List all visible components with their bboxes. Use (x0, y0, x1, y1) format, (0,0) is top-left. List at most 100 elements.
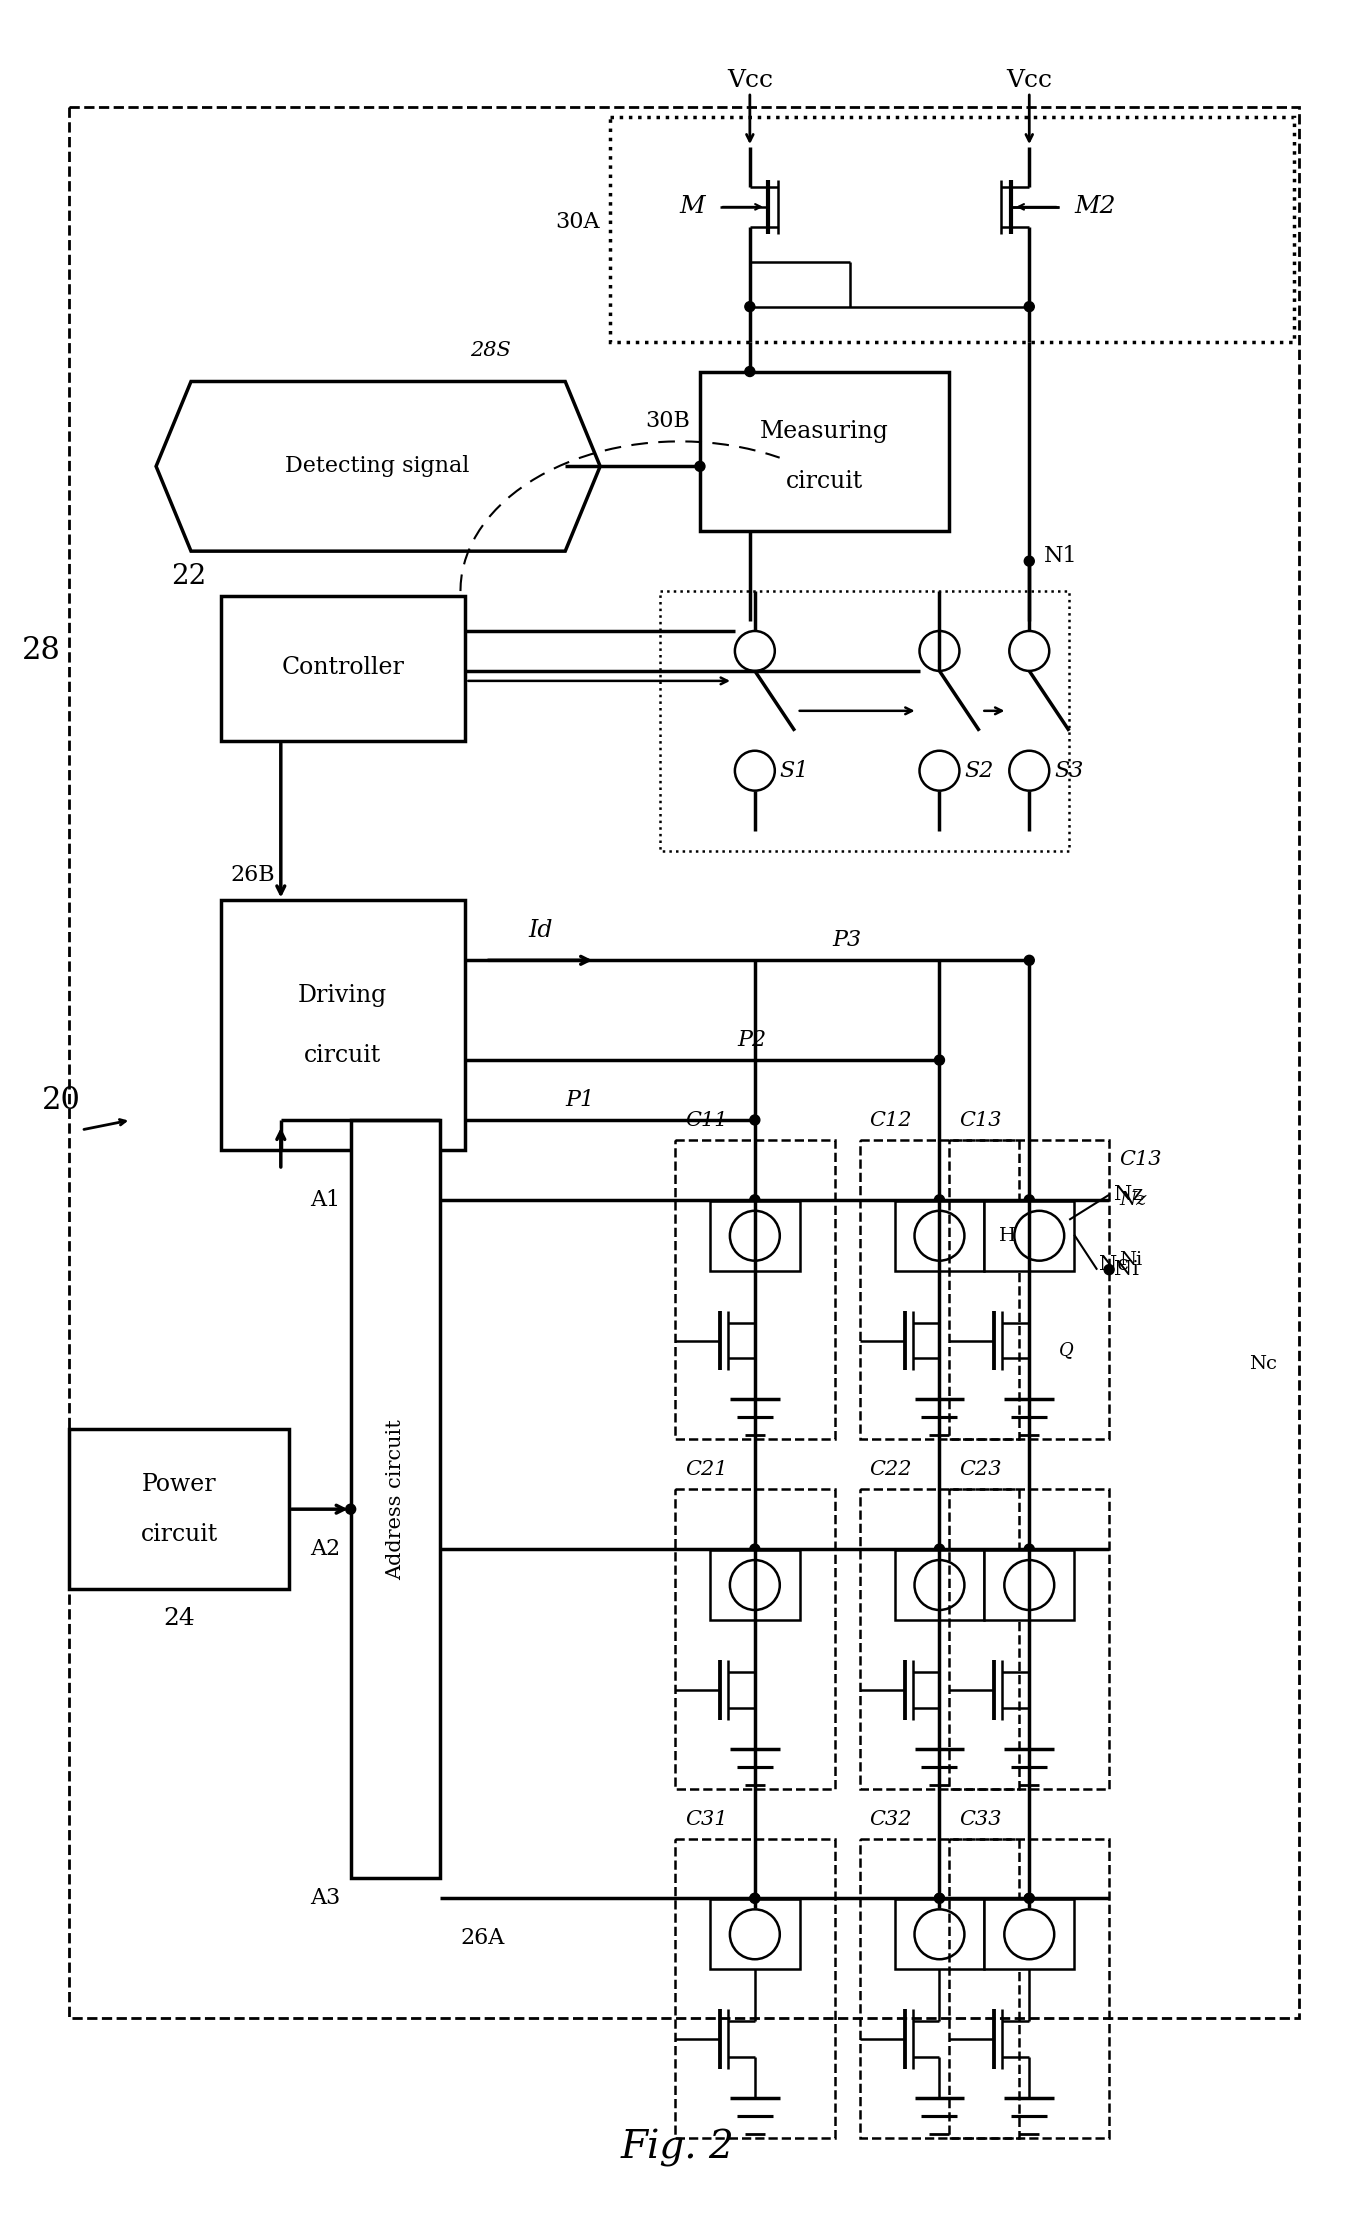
Bar (676, 1490, 834, 1789)
Circle shape (934, 1894, 945, 1903)
Text: Nc: Nc (1248, 1356, 1277, 1374)
Bar (709, 1900, 800, 1969)
Text: C13: C13 (1120, 1150, 1162, 1170)
Text: Vcc: Vcc (1006, 69, 1052, 91)
Circle shape (730, 1210, 780, 1261)
Text: A1: A1 (310, 1190, 341, 1210)
Text: 28S: 28S (470, 340, 510, 360)
Bar (860, 1139, 1020, 1439)
Text: Nc: Nc (1099, 1254, 1129, 1274)
Circle shape (934, 1894, 945, 1903)
Circle shape (730, 1909, 780, 1960)
Text: Measuring: Measuring (760, 420, 890, 444)
Circle shape (735, 750, 774, 790)
Circle shape (695, 462, 705, 471)
Bar (949, 1838, 1109, 2138)
Text: Driving: Driving (298, 983, 387, 1006)
Text: 20: 20 (42, 1086, 81, 1114)
Text: Address circuit: Address circuit (386, 1419, 405, 1581)
Circle shape (914, 1561, 964, 1610)
Text: P3: P3 (833, 930, 861, 952)
Text: C12: C12 (869, 1110, 913, 1130)
Text: C11: C11 (685, 1110, 727, 1130)
Bar (709, 1550, 800, 1621)
Bar (984, 1550, 1074, 1621)
Polygon shape (156, 382, 600, 551)
Text: circuit: circuit (305, 1043, 382, 1066)
Circle shape (1024, 1545, 1034, 1554)
Text: Detecting signal: Detecting signal (286, 455, 470, 477)
Text: Nz: Nz (1114, 1185, 1143, 1203)
Circle shape (1005, 1909, 1055, 1960)
Text: N1: N1 (1044, 546, 1078, 566)
Bar (860, 1838, 1020, 2138)
Bar (895, 1201, 984, 1270)
Circle shape (1005, 1561, 1055, 1610)
Text: 22: 22 (171, 562, 206, 591)
Circle shape (1009, 630, 1049, 670)
Bar (351, 1119, 440, 1878)
Text: A3: A3 (310, 1887, 341, 1909)
Text: Power: Power (142, 1472, 217, 1496)
Circle shape (750, 1194, 760, 1205)
Text: Id: Id (528, 919, 552, 941)
Text: Q: Q (1059, 1341, 1074, 1359)
Text: circuit: circuit (141, 1523, 218, 1545)
Circle shape (750, 1894, 760, 1903)
Text: 26A: 26A (460, 1927, 505, 1949)
Text: Nz: Nz (1120, 1190, 1147, 1210)
Bar (611, 118, 1293, 342)
Text: C31: C31 (685, 1809, 727, 1829)
Bar (860, 1490, 1020, 1789)
Text: Ni: Ni (1114, 1261, 1139, 1279)
Text: C23: C23 (960, 1461, 1002, 1479)
Circle shape (1024, 302, 1034, 311)
Text: P2: P2 (738, 1030, 766, 1050)
Circle shape (1024, 1894, 1034, 1903)
Text: S1: S1 (780, 759, 810, 781)
Bar (221, 595, 466, 741)
Text: Fig. 2: Fig. 2 (620, 2129, 734, 2167)
Circle shape (914, 1909, 964, 1960)
Bar (676, 1838, 834, 2138)
Circle shape (750, 1114, 760, 1126)
Circle shape (1014, 1210, 1064, 1261)
Circle shape (934, 1054, 945, 1066)
Bar (984, 1201, 1074, 1270)
Text: C13: C13 (960, 1110, 1002, 1130)
Bar (984, 1900, 1074, 1969)
Circle shape (1024, 557, 1034, 566)
Circle shape (745, 366, 754, 377)
Circle shape (730, 1561, 780, 1610)
Circle shape (1009, 750, 1049, 790)
Text: 30A: 30A (555, 211, 600, 233)
Circle shape (1024, 1194, 1034, 1205)
Text: 26B: 26B (232, 864, 276, 886)
Text: C32: C32 (869, 1809, 913, 1829)
Circle shape (1024, 955, 1034, 966)
Text: M: M (680, 195, 705, 218)
Bar (676, 1139, 834, 1439)
Text: Ni: Ni (1120, 1250, 1143, 1268)
Bar (895, 1900, 984, 1969)
Text: A2: A2 (310, 1538, 341, 1561)
Text: M2: M2 (1074, 195, 1116, 218)
Circle shape (919, 630, 960, 670)
Text: C22: C22 (869, 1461, 913, 1479)
Circle shape (914, 1210, 964, 1261)
Circle shape (735, 630, 774, 670)
Text: P1: P1 (566, 1090, 594, 1110)
Circle shape (745, 302, 754, 311)
Bar (221, 901, 466, 1150)
Text: H: H (999, 1228, 1016, 1245)
Bar (69, 107, 1298, 2018)
Bar (709, 1201, 800, 1270)
Bar (659, 591, 1070, 850)
Text: C33: C33 (960, 1809, 1002, 1829)
Circle shape (1024, 1894, 1034, 1903)
Text: circuit: circuit (787, 471, 864, 493)
Bar (700, 371, 949, 531)
Circle shape (934, 1194, 945, 1205)
Text: 30B: 30B (645, 411, 691, 433)
Text: Controller: Controller (282, 657, 403, 679)
